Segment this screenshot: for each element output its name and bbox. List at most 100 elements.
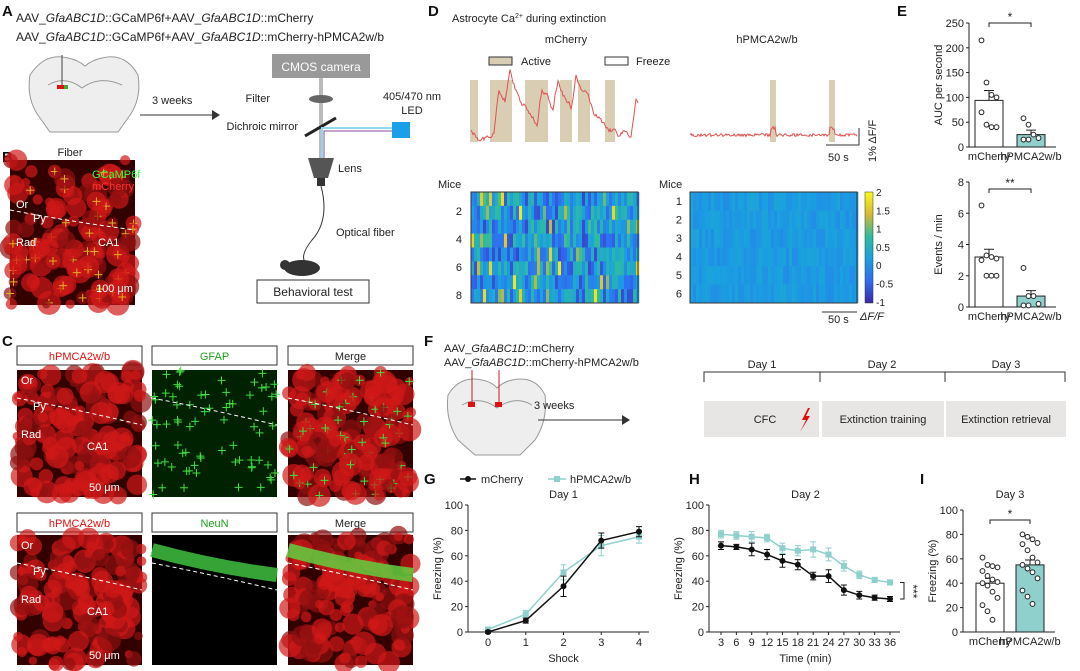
astrocyte	[6, 289, 15, 298]
heatmap-cell	[573, 261, 577, 276]
heatmap-cell	[726, 229, 730, 248]
cell-blob	[390, 605, 414, 629]
or-label: Or	[21, 375, 34, 387]
x-tick-label: 18	[792, 637, 804, 649]
heatmap-cell	[795, 210, 799, 230]
astrocyte	[162, 420, 171, 429]
error-bar	[1025, 559, 1035, 565]
heatmap-cell	[558, 289, 562, 304]
heatmap-cell	[696, 284, 700, 304]
heatmap-cell	[555, 261, 559, 276]
heatmap-cell	[783, 247, 787, 267]
gcamp-label: GCaMP6f	[92, 169, 141, 181]
heatmap-cell	[822, 229, 826, 248]
heatmap-cell	[576, 233, 580, 248]
heatmap-cell	[804, 247, 808, 267]
astrocyte	[59, 281, 68, 290]
heatmap-cell	[486, 261, 490, 276]
image-background	[152, 370, 277, 497]
heatmap-cell	[612, 247, 616, 262]
cell-blob	[385, 447, 397, 459]
heatmap-cell	[504, 261, 508, 276]
heatmap-cell	[471, 289, 475, 304]
heatmap-cell	[570, 289, 574, 304]
heatmap-cell	[717, 247, 721, 267]
heatmap-cell	[825, 284, 829, 304]
heatmap-cell	[795, 247, 799, 267]
astrocyte	[90, 247, 99, 256]
astrocyte	[72, 268, 81, 277]
cell-blob	[375, 592, 385, 602]
heatmap-cell	[696, 247, 700, 267]
active-epoch	[770, 80, 776, 142]
heatmap-cell	[729, 192, 733, 211]
colorbar-label: ΔF/F	[859, 311, 885, 323]
row-label: 4	[676, 252, 682, 264]
cell-blob	[106, 461, 126, 481]
heatmap-cell	[819, 284, 823, 304]
heatmap-cell	[567, 247, 571, 262]
heatmap-cell	[738, 284, 742, 304]
heatmap-cell	[729, 266, 733, 285]
heatmap-cell	[609, 261, 613, 276]
data-point	[856, 571, 863, 578]
x-tick-label: 33	[869, 637, 881, 649]
heatmap-cell	[807, 210, 811, 230]
or-label: Or	[21, 540, 34, 552]
heatmap-cell	[570, 205, 574, 221]
heatmap-cell	[774, 210, 778, 230]
cell-blob	[377, 404, 388, 415]
heatmap-cell	[699, 210, 703, 230]
cell-blob	[10, 465, 33, 488]
chart-day3: Day 3 0 20 40 60 80 100 Freezing (%) mCherryhPMC…	[927, 489, 1061, 648]
heatmap-cell	[630, 275, 634, 290]
data-point	[1029, 569, 1036, 576]
heatmap-cell	[828, 229, 832, 248]
heatmap-cell	[600, 233, 604, 248]
heatmap-cell	[753, 266, 757, 285]
heatmap-cell	[612, 261, 616, 276]
astrocyte	[99, 168, 108, 177]
astrocyte	[178, 449, 187, 458]
astrocyte	[347, 445, 356, 454]
heatmap-cell	[849, 247, 853, 267]
heatmap-cell	[771, 247, 775, 267]
heatmap-cell	[780, 229, 784, 248]
data-point	[485, 629, 491, 635]
heatmap-cell	[585, 192, 589, 207]
heatmap-cell	[525, 247, 529, 262]
channel-label-box	[151, 512, 278, 533]
heatmap-cell	[603, 289, 607, 304]
legend-marker-mcherry	[465, 476, 471, 482]
heatmap-cell	[693, 247, 697, 267]
heatmap-cell	[477, 205, 481, 221]
timeline	[703, 371, 1066, 382]
heatmap-cell	[558, 275, 562, 290]
heatmap-cell	[717, 266, 721, 285]
data-point	[871, 576, 878, 583]
heatmap-cell	[786, 229, 790, 248]
heatmap-cell	[546, 192, 550, 207]
heatmap-cell	[828, 247, 832, 267]
heatmap-cell	[537, 205, 541, 221]
heatmap-cell	[603, 261, 607, 276]
x-tick-label: 2	[560, 637, 566, 649]
row-label: 6	[456, 262, 462, 274]
heatmap-cell	[588, 247, 592, 262]
heatmap-cell	[498, 275, 502, 290]
heatmap-cell	[615, 233, 619, 248]
heatmap-cell	[816, 247, 820, 267]
heatmap-cell	[774, 266, 778, 285]
heatmap-cell	[543, 219, 547, 234]
heatmap-cell	[570, 247, 574, 262]
heatmap-cell	[852, 266, 856, 285]
cell-blob	[397, 417, 422, 442]
heatmap-cell	[723, 210, 727, 230]
x-tick-label: 30	[853, 637, 865, 649]
data-point	[1030, 293, 1037, 299]
layer-boundary	[16, 562, 143, 591]
heatmap-cell	[474, 247, 478, 262]
cell-blob	[358, 454, 375, 471]
heatmap-cell	[783, 284, 787, 304]
heatmap-cell	[783, 229, 787, 248]
